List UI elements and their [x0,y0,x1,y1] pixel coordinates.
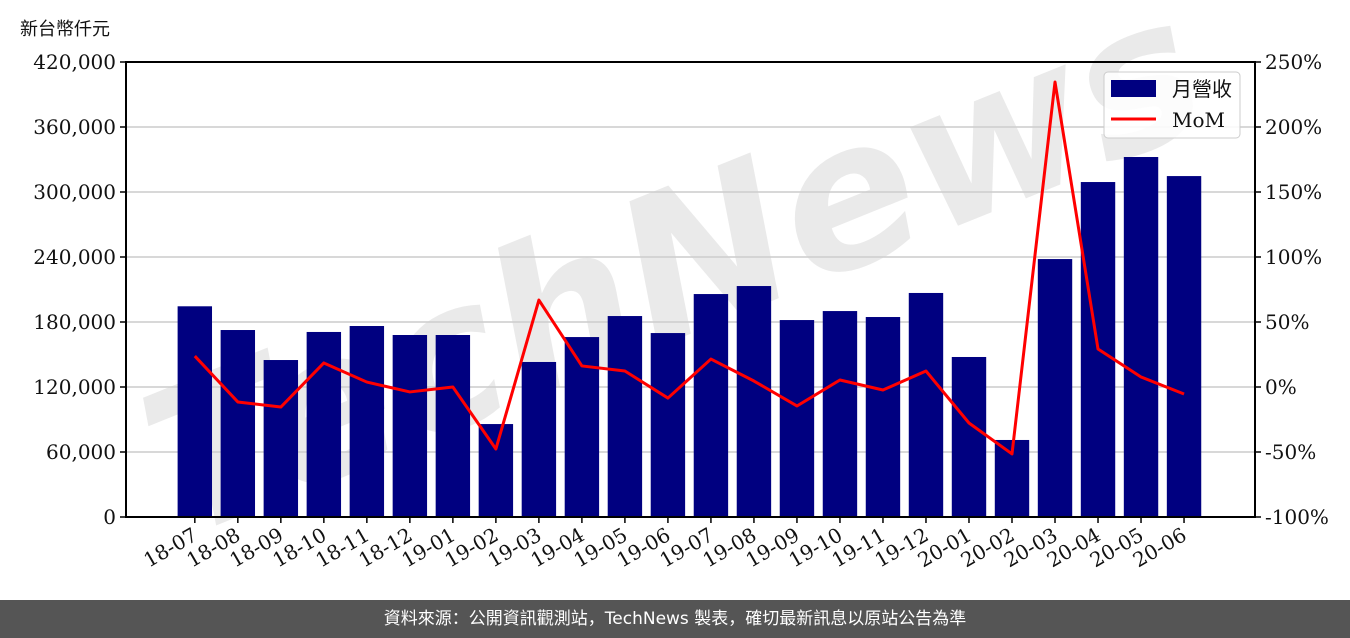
right-tick-label: 50% [1265,310,1309,334]
bar-20-06 [1166,176,1202,517]
legend: 月營收 MoM [1103,71,1241,139]
bar-20-03 [1037,259,1073,517]
bar-19-03 [521,361,557,517]
bar-18-09 [263,360,299,517]
revenue-chart: TechNews060,000120,000180,000240,000300,… [33,0,1329,583]
left-tick-label: 180,000 [33,310,116,334]
left-tick-label: 300,000 [33,180,116,204]
legend-label-mom: MoM [1172,108,1225,132]
left-tick-label: 420,000 [33,50,116,74]
left-tick-label: 60,000 [46,440,116,464]
bar-18-08 [220,330,256,517]
right-tick-label: 200% [1265,115,1322,139]
bar-20-01 [951,356,987,517]
bar-19-10 [822,311,858,517]
mom-line [193,80,1185,456]
left-tick-label: 120,000 [33,375,116,399]
right-tick-label: 150% [1265,180,1322,204]
right-tick-label: 250% [1265,50,1322,74]
right-tick-label: 100% [1265,245,1322,269]
left-tick-label: 0 [103,505,116,529]
bar-19-06 [650,333,686,517]
bar-18-10 [306,331,342,517]
bar-18-11 [349,326,385,517]
bar-19-07 [693,294,729,517]
bar-18-12 [392,335,428,517]
left-axis-unit-label: 新台幣仟元 [20,19,110,40]
right-tick-label: 0% [1265,375,1297,399]
plot-frame [125,61,1256,518]
bar-19-12 [908,292,944,517]
left-tick-label: 240,000 [33,245,116,269]
bar-19-05 [607,316,643,517]
right-tick-label: -100% [1265,505,1329,529]
right-tick-label: -50% [1265,440,1316,464]
bar-18-07 [177,306,213,517]
bar-19-11 [865,317,901,517]
legend-bar-swatch [1111,80,1156,97]
bar-20-05 [1123,157,1159,517]
bar-19-02 [478,424,514,517]
source-footer: 資料來源：公開資訊觀測站，TechNews 製表，確切最新訊息以原站公告為準 [0,600,1350,638]
bar-19-09 [779,320,815,517]
bar-19-01 [435,335,471,517]
legend-label-revenue: 月營收 [1172,77,1232,101]
bar-19-08 [736,286,772,517]
left-tick-label: 360,000 [33,115,116,139]
